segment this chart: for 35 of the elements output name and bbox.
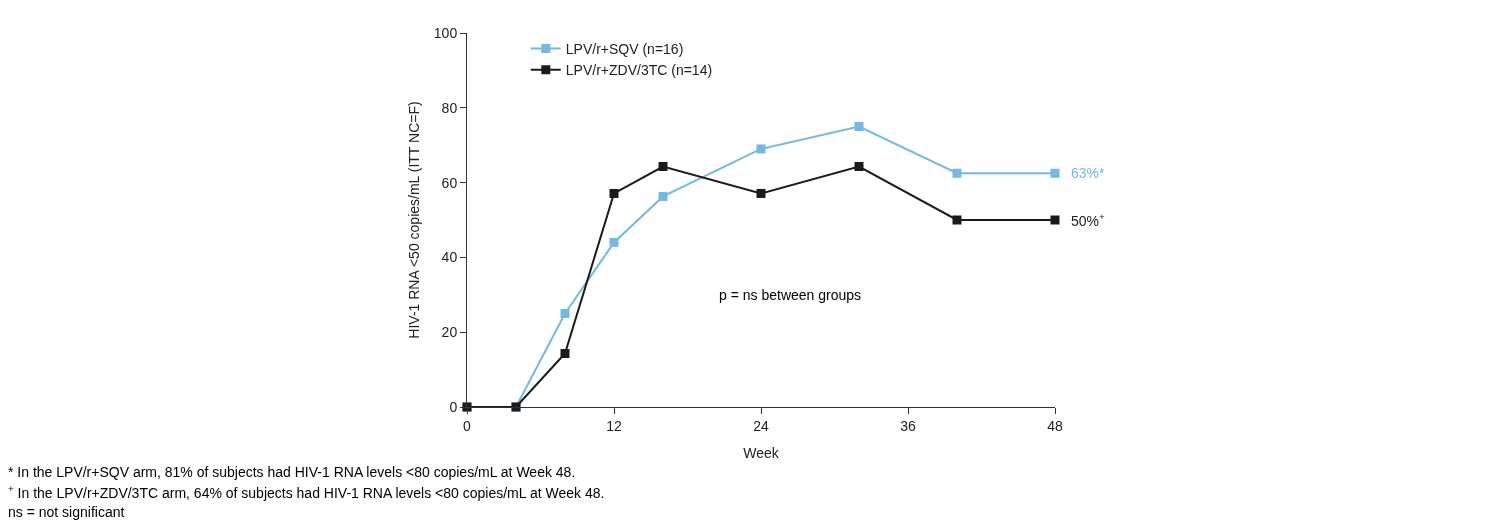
point — [854, 162, 864, 172]
annotation: p = ns between groups — [719, 287, 862, 303]
y-tick-label: 60 — [441, 174, 458, 191]
point — [756, 144, 766, 154]
x-tick-label: 0 — [463, 417, 472, 434]
y-tick-label: 80 — [441, 99, 458, 116]
legend-label: LPV/r+SQV (n=16) — [565, 41, 684, 58]
point — [952, 168, 962, 178]
x-axis-title: Week — [743, 445, 780, 462]
text: $^{+}$ In the LPV/r+ZDV/3TC arm, 64% of subjects had HIV-1 RNA levels <80 copies/mL at Week 48. — [8, 483, 605, 501]
point — [1050, 215, 1060, 225]
x-tick-label: 36 — [900, 417, 916, 434]
x-tick-label: 12 — [606, 417, 622, 434]
annotation: 63%* — [1071, 165, 1106, 181]
annotation: 50%$^{+}$ — [1071, 211, 1106, 229]
y-axis-title: HIV-1 RNA <50 copies/mL (ITT NC=F) — [406, 101, 423, 339]
point — [658, 162, 668, 172]
text: ns = not significant — [8, 504, 125, 520]
y-tick-label: 20 — [441, 324, 458, 341]
point — [756, 188, 766, 198]
point — [609, 188, 619, 198]
legend-label: LPV/r+ZDV/3TC (n=14) — [565, 62, 713, 79]
point — [854, 122, 864, 131]
point — [560, 309, 570, 318]
point — [1050, 168, 1060, 178]
point — [952, 215, 962, 225]
x-tick-label: 24 — [753, 417, 769, 434]
text: * In the LPV/r+SQV arm, 81% of subjects had HIV-1 RNA levels <80 copies/mL at Week 48. — [8, 464, 576, 480]
point — [609, 237, 619, 247]
y-tick-label: 40 — [441, 249, 458, 266]
x-tick-label: 48 — [1047, 417, 1063, 434]
point — [560, 349, 570, 359]
y-tick-label: 100 — [433, 24, 458, 41]
point — [658, 191, 668, 201]
y-tick-label: 0 — [449, 398, 458, 415]
